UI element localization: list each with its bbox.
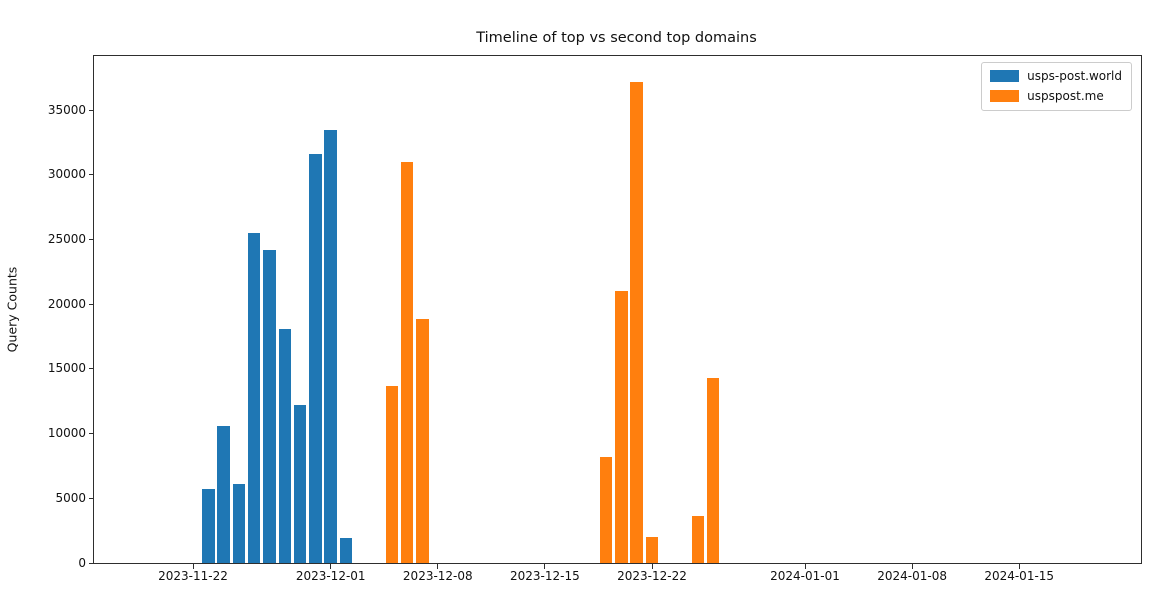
bar-usps-post.world-2023-12-02: [339, 538, 353, 563]
y-tick-label: 15000: [47, 361, 86, 376]
bar-uspspost.me-2023-12-06: [400, 162, 414, 563]
legend-swatch-orange-icon: [990, 90, 1020, 102]
x-tick-label: 2023-12-22: [617, 569, 687, 583]
bar-usps-post.world-2023-11-24: [217, 425, 230, 563]
legend-item-usps-post-world: usps-post.world: [990, 69, 1122, 83]
x-tick-mark: [804, 564, 806, 569]
bar-usps-post.world-2023-12-01: [324, 129, 337, 563]
x-tick-mark: [544, 564, 546, 569]
y-tick-mark: [89, 562, 94, 564]
bar-uspspost.me-2023-12-05: [385, 385, 399, 563]
bar-uspspost.me-2023-12-19: [599, 456, 613, 563]
bar-uspspost.me-2023-12-26: [706, 378, 720, 563]
y-tick-label: 10000: [47, 426, 86, 441]
x-tick-label: 2023-12-01: [295, 569, 366, 583]
y-tick-mark: [89, 174, 94, 176]
y-tick-mark: [89, 368, 94, 370]
x-tick-label: 2023-11-22: [158, 569, 228, 583]
legend-label: usps-post.world: [1027, 69, 1122, 83]
y-tick-mark: [89, 109, 94, 111]
bar-uspspost.me-2023-12-20: [615, 291, 628, 563]
legend-swatch-blue-icon: [990, 70, 1020, 82]
x-tick-label: 2023-12-15: [510, 569, 580, 583]
y-tick-label: 25000: [47, 232, 86, 247]
y-tick-mark: [89, 239, 94, 241]
bar-usps-post.world-2023-11-26: [247, 233, 261, 563]
x-tick-label: 2023-12-08: [402, 569, 473, 583]
bar-uspspost.me-2023-12-21: [630, 81, 643, 563]
y-tick-mark: [89, 303, 94, 305]
x-tick-mark: [651, 564, 653, 569]
bar-usps-post.world-2023-11-30: [309, 154, 322, 563]
y-tick-label: 5000: [55, 490, 86, 505]
legend-item-uspspost-me: uspspost.me: [990, 89, 1122, 103]
bar-usps-post.world-2023-11-25: [232, 484, 246, 563]
x-tick-mark: [1018, 564, 1020, 569]
bar-usps-post.world-2023-11-27: [263, 250, 276, 563]
x-tick-mark: [911, 564, 913, 569]
plot-area: 0 5000 10000 15000 20000 25000 30000 35000 2023-…: [48, 55, 1142, 583]
chart-title: Timeline of top vs second top domains: [476, 30, 757, 46]
x-tick-label: 2024-01-01: [770, 569, 840, 583]
y-tick-label: 0: [78, 555, 86, 570]
x-tick-mark: [437, 564, 439, 569]
y-tick-label: 35000: [47, 102, 86, 117]
y-tick-mark: [89, 433, 94, 435]
bar-uspspost.me-2023-12-25: [691, 516, 705, 563]
bar-uspspost.me-2023-12-07: [416, 318, 429, 563]
y-tick-mark: [89, 497, 94, 499]
x-tick-mark: [330, 564, 332, 569]
bar-usps-post.world-2023-11-23: [202, 489, 215, 563]
legend-label: uspspost.me: [1027, 89, 1104, 103]
bar-usps-post.world-2023-11-29: [293, 405, 307, 563]
x-tick-label: 2024-01-08: [877, 569, 947, 583]
y-tick-label: 30000: [47, 167, 86, 182]
legend: usps-post.world uspspost.me: [981, 62, 1132, 111]
x-tick-mark: [192, 564, 194, 569]
y-tick-label: 20000: [47, 296, 86, 311]
bar-uspspost.me-2023-12-22: [645, 537, 659, 563]
bar-usps-post.world-2023-11-28: [278, 328, 292, 563]
x-tick-label: 2024-01-15: [984, 569, 1055, 583]
